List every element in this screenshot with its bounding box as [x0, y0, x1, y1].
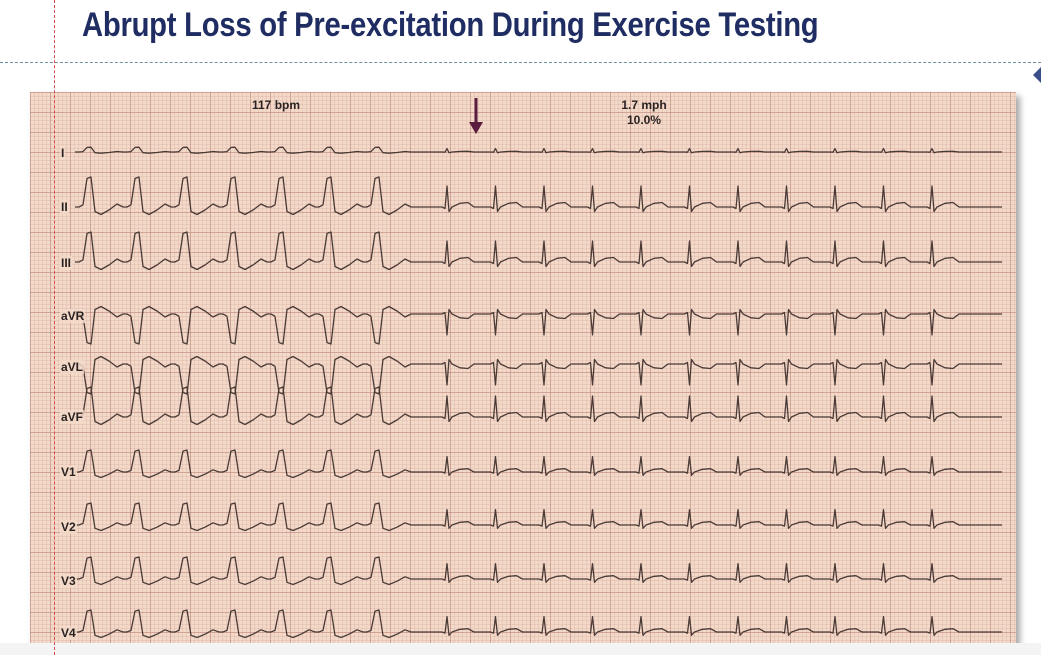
lead-label-v3: V3 — [60, 574, 77, 588]
slide-title: Abrupt Loss of Pre-excitation During Exe… — [82, 6, 819, 44]
guide-line-horizontal — [0, 62, 1041, 63]
lead-label-v2: V2 — [60, 520, 77, 534]
lead-label-v4: V4 — [60, 626, 77, 640]
heart-rate-label: 117 bpm — [252, 98, 301, 112]
ecg-trace-iii — [75, 231, 1002, 271]
ecg-trace-avf — [75, 386, 1002, 426]
lead-label-avr: aVR — [60, 309, 86, 323]
ecg-trace-v1 — [75, 449, 1002, 479]
corner-marker-icon — [1033, 67, 1041, 83]
ecg-trace-avr — [75, 305, 1002, 345]
ecg-trace-i — [75, 146, 1002, 154]
ecg-trace-v4 — [75, 609, 1002, 639]
lead-label-avl: aVL — [60, 360, 85, 374]
lead-label-avf: aVF — [60, 410, 85, 424]
grade-label: 10.0% — [626, 113, 662, 127]
lead-label-iii: III — [60, 256, 73, 270]
lead-label-v1: V1 — [60, 465, 77, 479]
speed-label: 1.7 mph — [621, 98, 667, 112]
down-arrow-icon — [469, 98, 483, 134]
ecg-trace-avl — [75, 355, 1002, 395]
ecg-trace-v2 — [75, 502, 1002, 532]
lead-label-ii: II — [60, 200, 69, 214]
bottom-edge — [0, 643, 1041, 655]
lead-label-i: I — [60, 146, 66, 160]
ecg-strip: 117 bpm 1.7 mph 10.0% I II III aVR aVL a… — [30, 92, 1016, 652]
ecg-trace-v3 — [75, 556, 1002, 586]
ecg-trace-ii — [75, 176, 1002, 216]
guide-line-vertical — [54, 0, 55, 655]
ecg-traces — [75, 146, 1002, 639]
